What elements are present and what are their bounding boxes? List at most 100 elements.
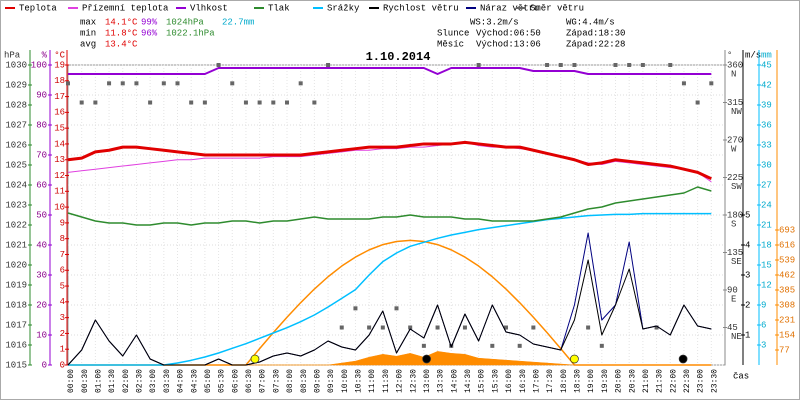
x-tick-label: 02:00: [122, 369, 131, 393]
y-tick-label: 1030: [5, 60, 27, 70]
axis-unit-label: hPa: [4, 50, 21, 60]
wind-direction-dot: [326, 63, 331, 67]
x-tick-label: 05:30: [218, 369, 227, 393]
x-tick-label: 20:30: [628, 369, 637, 393]
wind-direction-dot: [695, 100, 700, 105]
y-tick-label: 9: [761, 300, 766, 310]
wind-direction-dot: [202, 100, 207, 105]
series-line: [67, 259, 712, 366]
y-tick-label: 12: [54, 171, 65, 181]
wind-direction-dot: [271, 100, 276, 105]
x-tick-label: 20:00: [615, 369, 624, 393]
legend-label: Rychlost větru: [383, 3, 459, 13]
y-tick-label: 2: [60, 329, 65, 339]
y-tick-label: 10: [54, 202, 65, 212]
y-tick-label: 616: [779, 240, 795, 250]
series-line: [67, 186, 712, 226]
y-tick-label: 39: [761, 100, 772, 110]
wind-direction-dot: [640, 63, 645, 67]
y-tick-label: 24: [761, 200, 772, 210]
info-text: Měsíc: [437, 39, 464, 49]
x-tick-label: 08:30: [300, 369, 309, 393]
wind-direction-dot: [230, 81, 235, 86]
stat-label: min: [80, 28, 96, 38]
y-tick-label: 385: [779, 285, 795, 295]
y-tick-label: 308: [779, 300, 795, 310]
sun-moon-marker: [250, 354, 260, 364]
x-tick-label: 07:00: [259, 369, 268, 393]
y-tick-label: 45: [761, 60, 772, 70]
wind-direction-dot: [93, 100, 98, 105]
wind-direction-dot: [66, 81, 70, 86]
y-tick-label: 1019: [5, 280, 27, 290]
direction-label: E: [731, 294, 736, 304]
legend-label: Teplota: [19, 3, 57, 13]
x-tick-label: 12:30: [409, 369, 418, 393]
y-tick-label: 33: [761, 140, 772, 150]
y-tick-label: 135: [727, 248, 743, 258]
x-tick-label: 06:00: [231, 369, 240, 393]
stat-value: 14.1°C: [105, 17, 138, 27]
info-text: Východ:06:50: [476, 28, 541, 38]
series-line: [67, 140, 712, 181]
x-tick-label: 09:00: [313, 369, 322, 393]
direction-label: NW: [731, 107, 742, 117]
x-tick-label: 01:30: [108, 369, 117, 393]
y-tick-label: 1016: [5, 340, 27, 350]
wind-direction-dot: [353, 306, 358, 311]
x-tick-label: 18:00: [560, 369, 569, 393]
y-tick-label: 27: [761, 180, 772, 190]
axis-unit-label: mm: [761, 50, 772, 60]
y-tick-label: 70: [36, 150, 47, 160]
x-tick-label: 16:00: [505, 369, 514, 393]
y-tick-label: 10: [36, 330, 47, 340]
y-tick-label: 15: [761, 260, 772, 270]
y-tick-label: 231: [779, 315, 795, 325]
y-tick-label: 7: [60, 250, 65, 260]
y-tick-label: 50: [36, 210, 47, 220]
y-tick-label: 1018: [5, 300, 27, 310]
wind-direction-dot: [175, 81, 180, 86]
direction-label: SE: [731, 257, 742, 267]
y-tick-label: 5: [60, 281, 65, 291]
info-text: Slunce: [437, 28, 469, 38]
y-tick-label: 16: [54, 108, 65, 118]
y-tick-label: 100: [31, 60, 47, 70]
wind-direction-dot: [558, 63, 563, 67]
x-tick-label: 00:00: [67, 369, 76, 393]
y-tick-label: 30: [761, 160, 772, 170]
y-tick-label: 11: [54, 187, 65, 197]
y-tick-label: 8: [60, 234, 65, 244]
y-tick-label: 315: [727, 98, 743, 108]
x-tick-label: 23:30: [710, 369, 719, 393]
wind-direction-dot: [668, 63, 673, 67]
y-tick-label: 539: [779, 255, 795, 265]
stat-value: 22.7mm: [222, 17, 254, 27]
x-tick-label: 09:30: [327, 369, 336, 393]
y-tick-label: 693: [779, 225, 795, 235]
x-tick-label: 15:30: [491, 369, 500, 393]
info-text: Východ:13:06: [476, 39, 541, 49]
wind-direction-dot: [421, 343, 426, 348]
x-tick-label: 12:00: [396, 369, 405, 393]
stat-label: avg: [80, 39, 96, 49]
x-tick-label: 17:00: [532, 369, 541, 393]
stat-value: 99%: [141, 17, 158, 27]
wind-direction-dot: [161, 81, 166, 86]
y-tick-label: 1015: [5, 360, 27, 370]
x-tick-label: 08:00: [286, 369, 295, 393]
info-text: WS:3.2m/s: [470, 17, 519, 27]
y-tick-label: 40: [36, 240, 47, 250]
sun-moon-marker: [570, 354, 579, 364]
y-tick-label: 45: [727, 323, 738, 333]
sun-moon-marker: [422, 354, 431, 364]
x-tick-label: 10:00: [341, 369, 350, 393]
y-tick-label: 17: [54, 92, 65, 102]
info-text: Západ:22:28: [566, 39, 625, 49]
wind-direction-dot: [298, 81, 303, 86]
wind-direction-dot: [189, 100, 194, 105]
x-tick-label: 22:00: [669, 369, 678, 393]
y-tick-label: 13: [54, 155, 65, 165]
wind-direction-dot: [517, 343, 522, 348]
y-tick-label: 180: [727, 210, 743, 220]
